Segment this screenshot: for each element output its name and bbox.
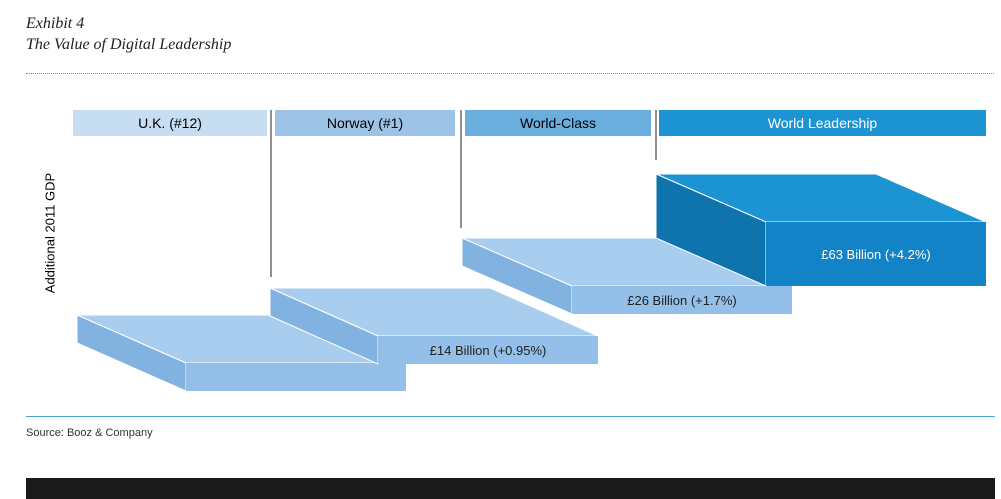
exhibit-title: Exhibit 4 The Value of Digital Leadershi… bbox=[26, 13, 231, 55]
category-header-1 bbox=[73, 110, 267, 136]
chart-title: The Value of Digital Leadership bbox=[26, 36, 232, 53]
title-divider bbox=[26, 73, 994, 74]
footer-bar bbox=[26, 478, 995, 499]
category-label-2: Norway (#1) bbox=[327, 115, 403, 131]
category-header-4 bbox=[659, 110, 986, 136]
category-header-2 bbox=[275, 110, 455, 136]
exhibit-number: Exhibit 4 bbox=[26, 15, 85, 32]
source-divider bbox=[26, 416, 995, 417]
category-label-3: World-Class bbox=[520, 115, 596, 131]
step-front-2 bbox=[378, 336, 598, 364]
source-note: Source: Booz & Company bbox=[26, 427, 153, 439]
step-front-4 bbox=[766, 222, 986, 286]
staircase-chart: U.K. (#12) Norway (#1) World-Class World Le… bbox=[73, 110, 987, 392]
step-value-label-4: £63 Billion (+4.2%) bbox=[821, 247, 930, 262]
step-front-1 bbox=[186, 363, 406, 391]
step-value-label-2: £14 Billion (+0.95%) bbox=[430, 343, 547, 358]
step-front-3 bbox=[572, 286, 792, 314]
category-label-4: World Leadership bbox=[768, 115, 878, 131]
category-header-3 bbox=[465, 110, 651, 136]
step-value-label-3: £26 Billion (+1.7%) bbox=[627, 293, 736, 308]
category-label-1: U.K. (#12) bbox=[138, 115, 202, 131]
